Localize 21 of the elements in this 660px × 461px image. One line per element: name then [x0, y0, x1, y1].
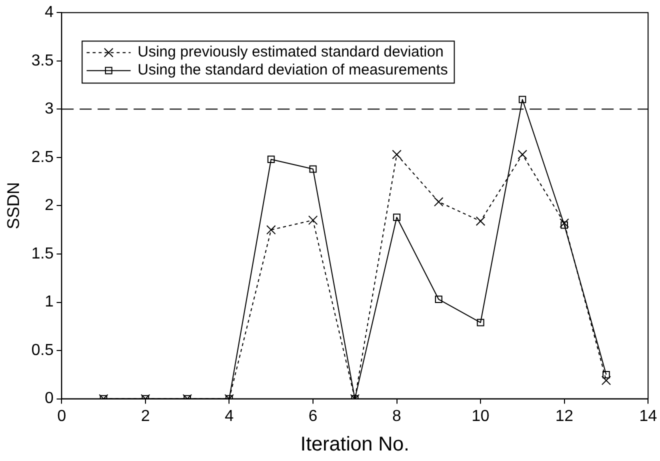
y-tick-label: 1.5 — [31, 245, 54, 262]
y-tick-label: 0 — [44, 390, 54, 408]
legend-label: Using the standard deviation of measurements — [138, 62, 448, 79]
x-tick-label: 12 — [555, 408, 574, 425]
x-tick-label: 10 — [472, 408, 490, 425]
y-tick-label: 4 — [44, 4, 54, 22]
y-tick-label: 2 — [44, 197, 54, 214]
x-tick-label: 0 — [57, 408, 66, 425]
legend-label: Using previously estimated standard deviation — [138, 44, 444, 61]
y-tick-label: 1 — [44, 294, 54, 311]
x-tick-label: 8 — [392, 408, 402, 425]
x-tick-label: 6 — [308, 408, 318, 425]
y-axis-title: SSDN — [4, 182, 23, 230]
x-axis-title: Iteration No. — [300, 434, 410, 456]
x-tick-label: 14 — [639, 408, 658, 425]
y-tick-label: 0.5 — [31, 342, 54, 359]
y-tick-label: 3.5 — [31, 52, 54, 70]
x-tick-label: 2 — [140, 408, 150, 425]
y-tick-label: 2.5 — [31, 148, 54, 166]
y-tick-label: 3 — [44, 100, 54, 118]
x-tick-label: 4 — [224, 408, 234, 425]
